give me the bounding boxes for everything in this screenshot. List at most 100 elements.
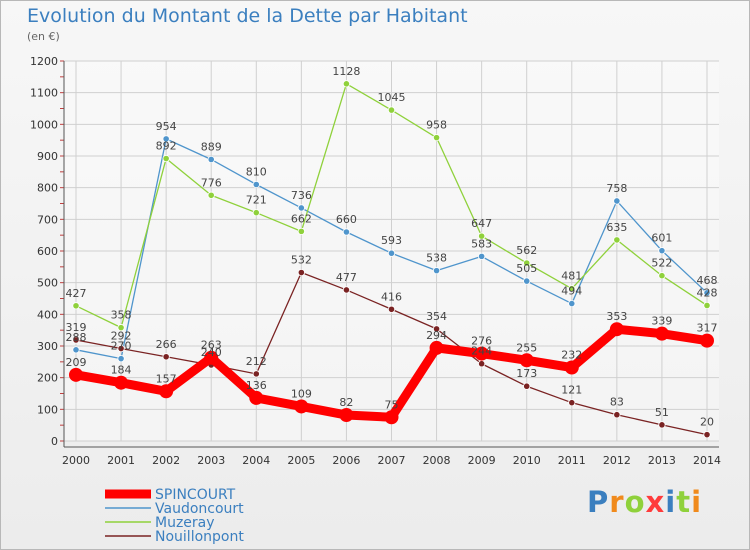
data-label-muzeray: 892	[156, 140, 177, 153]
data-label-vaudoncourt: 889	[201, 140, 222, 153]
data-label-vaudoncourt: 810	[246, 166, 267, 179]
data-label-spincourt: 263	[201, 339, 222, 352]
data-point-nouillonpont	[703, 431, 711, 439]
data-label-muzeray: 1128	[332, 65, 360, 78]
data-label-spincourt: 82	[339, 396, 353, 409]
data-label-nouillonpont: 240	[201, 346, 222, 359]
data-label-muzeray: 662	[291, 212, 312, 225]
proxiti-logo-text: Proxiti	[587, 485, 703, 519]
data-point-spincourt	[294, 399, 309, 414]
data-point-vaudoncourt	[478, 252, 486, 260]
data-point-muzeray	[297, 227, 305, 235]
data-label-spincourt: 75	[385, 398, 399, 411]
x-tick-label: 2005	[287, 454, 315, 467]
x-tick-label: 2007	[378, 454, 406, 467]
data-label-nouillonpont: 51	[655, 406, 669, 419]
data-label-vaudoncourt: 758	[606, 182, 627, 195]
data-point-spincourt	[249, 390, 264, 405]
data-label-vaudoncourt: 494	[561, 285, 582, 298]
data-point-vaudoncourt	[162, 135, 170, 143]
data-point-spincourt	[339, 408, 354, 423]
data-point-spincourt	[384, 410, 399, 425]
data-point-vaudoncourt	[523, 277, 531, 285]
data-label-muzeray: 358	[111, 309, 132, 322]
data-point-muzeray	[568, 285, 576, 293]
data-point-muzeray	[523, 259, 531, 267]
data-label-vaudoncourt: 593	[381, 234, 402, 247]
data-point-vaudoncourt	[432, 267, 441, 275]
data-label-spincourt: 232	[561, 349, 582, 362]
data-point-spincourt	[700, 333, 714, 348]
data-point-nouillonpont	[523, 382, 531, 390]
x-tick-label: 2000	[62, 454, 90, 467]
data-label-nouillonpont: 477	[336, 271, 357, 284]
data-label-muzeray: 427	[66, 287, 87, 300]
data-point-muzeray	[342, 80, 351, 88]
data-point-muzeray	[432, 134, 441, 142]
x-tick-label: 2003	[197, 454, 225, 467]
data-point-muzeray	[387, 106, 396, 114]
data-point-vaudoncourt	[568, 299, 576, 308]
data-label-nouillonpont: 173	[516, 367, 537, 380]
legend-label-nouillonpont: Nouillonpont	[155, 529, 244, 545]
data-point-nouillonpont	[568, 399, 576, 407]
data-label-vaudoncourt: 288	[66, 331, 87, 344]
data-point-vaudoncourt	[117, 355, 125, 363]
data-label-nouillonpont: 416	[381, 290, 402, 303]
data-point-spincourt	[204, 350, 219, 365]
data-label-spincourt: 136	[246, 379, 267, 392]
data-label-muzeray: 481	[561, 270, 582, 283]
data-point-spincourt	[564, 360, 579, 375]
data-point-spincourt	[114, 375, 129, 390]
y-tick-label: 800	[37, 182, 58, 195]
y-tick-label: 200	[37, 372, 58, 385]
data-point-nouillonpont	[72, 336, 80, 344]
data-point-vaudoncourt	[658, 247, 666, 255]
x-tick-label: 2006	[332, 454, 360, 467]
data-point-vaudoncourt	[703, 289, 711, 297]
x-tick-label: 2001	[107, 454, 135, 467]
x-tick-label: 2002	[152, 454, 180, 467]
data-label-vaudoncourt: 660	[336, 213, 357, 226]
data-label-spincourt: 109	[291, 387, 312, 400]
x-tick-label: 2012	[603, 454, 631, 467]
data-label-muzeray: 1045	[378, 91, 406, 104]
data-label-nouillonpont: 292	[111, 330, 132, 343]
data-label-spincourt: 255	[516, 341, 537, 354]
legend-label-muzeray: Muzeray	[155, 515, 215, 531]
y-tick-label: 100	[37, 403, 58, 416]
y-tick-label: 0	[51, 435, 58, 448]
data-point-vaudoncourt	[342, 228, 351, 236]
data-label-spincourt: 339	[651, 315, 672, 328]
data-point-muzeray	[613, 236, 621, 244]
data-label-nouillonpont: 20	[700, 416, 714, 429]
data-point-nouillonpont	[252, 370, 260, 378]
data-point-muzeray	[162, 154, 170, 163]
y-tick-label: 700	[37, 213, 58, 226]
data-label-muzeray: 562	[516, 244, 537, 257]
data-label-spincourt: 317	[697, 322, 718, 335]
data-point-nouillonpont	[658, 421, 666, 429]
data-label-muzeray: 428	[697, 286, 718, 299]
data-point-spincourt	[609, 322, 624, 337]
x-tick-label: 2009	[468, 454, 496, 467]
y-tick-label: 900	[37, 150, 58, 163]
data-label-nouillonpont: 266	[156, 338, 177, 351]
data-label-nouillonpont: 121	[561, 384, 582, 397]
y-tick-label: 1100	[30, 87, 58, 100]
data-label-muzeray: 958	[426, 119, 447, 132]
data-label-spincourt: 353	[606, 310, 627, 323]
y-tick-label: 1000	[30, 118, 58, 131]
data-point-vaudoncourt	[387, 249, 396, 257]
data-label-vaudoncourt: 601	[651, 232, 672, 245]
data-point-muzeray	[252, 209, 260, 217]
data-point-nouillonpont	[342, 286, 351, 294]
data-point-nouillonpont	[117, 344, 125, 353]
data-label-muzeray: 721	[246, 194, 267, 207]
data-point-vaudoncourt	[613, 197, 621, 205]
data-point-muzeray	[478, 232, 486, 240]
data-label-spincourt: 157	[156, 372, 177, 385]
data-point-muzeray	[703, 301, 711, 310]
data-label-nouillonpont: 354	[426, 310, 447, 323]
